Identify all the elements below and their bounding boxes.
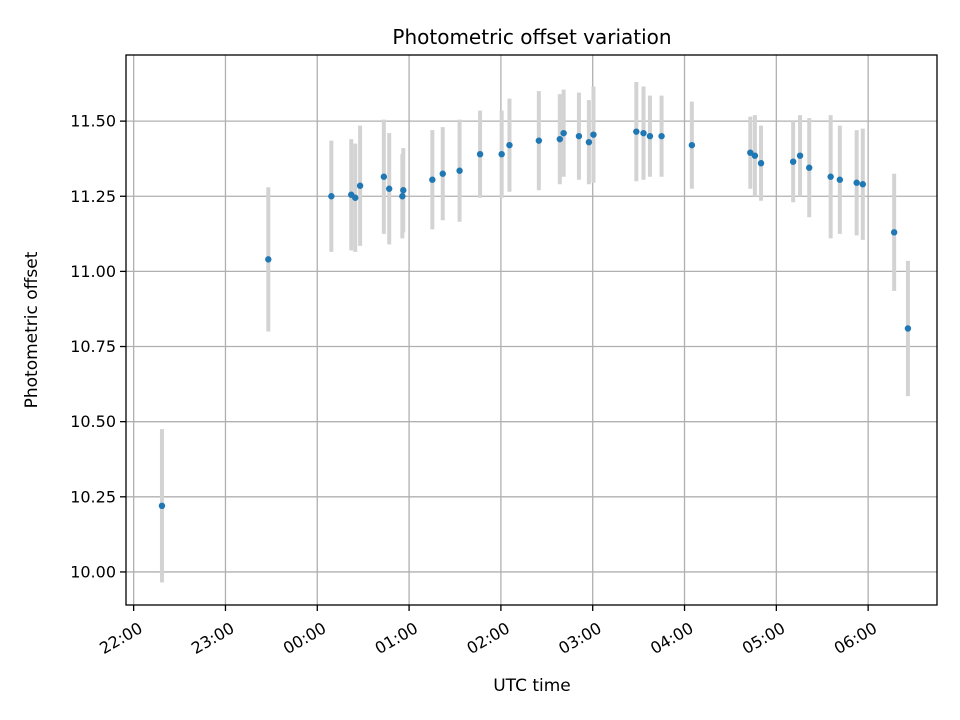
data-point bbox=[640, 129, 647, 137]
y-tick-label: 10.50 bbox=[70, 412, 116, 431]
data-point bbox=[904, 325, 912, 332]
data-point bbox=[498, 150, 505, 158]
data-point bbox=[556, 135, 564, 143]
data-point bbox=[400, 187, 407, 194]
data-point bbox=[429, 176, 436, 183]
y-axis-label: Photometric offset bbox=[22, 251, 42, 408]
data-point bbox=[585, 138, 593, 146]
y-tick-label: 11.00 bbox=[70, 262, 116, 281]
y-tick-label: 10.75 bbox=[70, 337, 116, 356]
data-point bbox=[751, 152, 759, 159]
data-point bbox=[590, 131, 597, 138]
data-point bbox=[789, 158, 797, 165]
data-point bbox=[506, 141, 513, 149]
data-point bbox=[859, 181, 866, 188]
data-point bbox=[380, 173, 388, 180]
data-point bbox=[352, 194, 359, 201]
x-axis-label: UTC time bbox=[493, 676, 571, 696]
data-point bbox=[646, 132, 654, 140]
data-point bbox=[560, 129, 567, 137]
data-point bbox=[476, 150, 484, 158]
data-point bbox=[806, 164, 813, 171]
data-point bbox=[385, 185, 393, 192]
y-tick-label: 10.00 bbox=[70, 562, 116, 581]
data-point bbox=[747, 149, 754, 156]
data-point bbox=[827, 173, 834, 180]
plot-frame bbox=[125, 54, 938, 606]
data-point bbox=[796, 152, 804, 159]
y-tick-label: 11.50 bbox=[70, 112, 116, 131]
data-points bbox=[158, 128, 912, 510]
data-point bbox=[328, 193, 335, 200]
data-point bbox=[836, 176, 844, 183]
data-point bbox=[890, 229, 898, 236]
y-tick-label: 11.25 bbox=[70, 187, 116, 206]
y-tick-label: 10.25 bbox=[70, 487, 116, 506]
data-point bbox=[575, 132, 583, 140]
data-point bbox=[633, 128, 640, 135]
data-point bbox=[439, 170, 446, 177]
chart-title: Photometric offset variation bbox=[392, 25, 671, 49]
data-point bbox=[399, 193, 406, 200]
data-point bbox=[853, 179, 860, 186]
data-point bbox=[757, 159, 765, 167]
data-point bbox=[265, 256, 272, 263]
data-point bbox=[688, 141, 696, 149]
data-point bbox=[158, 502, 166, 510]
data-point bbox=[456, 167, 463, 174]
data-point bbox=[356, 182, 364, 189]
data-point bbox=[535, 137, 543, 144]
data-point bbox=[658, 132, 665, 140]
